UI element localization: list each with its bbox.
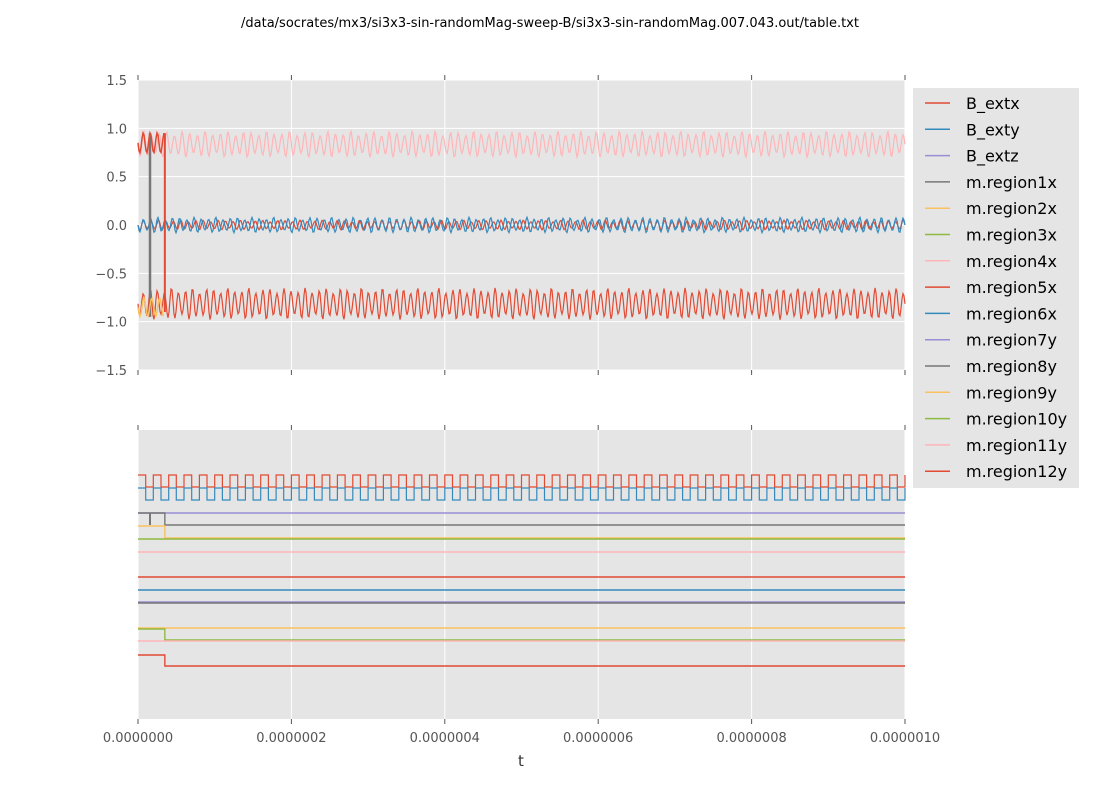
series-line-B_exty <box>138 487 906 501</box>
series-line-m.region4x <box>137 129 906 160</box>
y-tick-label: −1.0 <box>95 316 127 331</box>
series-line-m.region10y <box>138 628 905 641</box>
legend-label: m.region12y <box>966 462 1067 481</box>
x-tick-label: 0.0000006 <box>563 731 633 746</box>
series-line-m.region12y <box>138 654 905 667</box>
legend-label: B_extz <box>966 147 1019 167</box>
series-line-B_exty <box>137 215 906 235</box>
series-line-m.region2x <box>137 296 165 319</box>
legend-label: m.region3x <box>966 226 1057 245</box>
legend-label: m.region5x <box>966 278 1057 297</box>
x-tick-label: 0.0000010 <box>870 731 940 746</box>
legend-label: m.region7y <box>966 331 1057 350</box>
legend-label: m.region8y <box>966 357 1057 376</box>
legend-label: m.region10y <box>966 410 1067 429</box>
top-ticks: 1.5 1.0 0.5 0.0 −0.5 −1.0 −1.5 <box>95 74 906 379</box>
legend-label: B_extx <box>966 94 1020 114</box>
y-tick-label: 0.5 <box>106 171 127 186</box>
x-tick-label: 0.0000000 <box>103 731 173 746</box>
x-tick-label: 0.0000002 <box>256 731 326 746</box>
bottom-axes: 0.0000000 0.0000002 0.0000004 0.0000006 0.00… <box>103 425 940 746</box>
series-line-m.region2x <box>138 525 905 539</box>
x-tick-label: 0.0000008 <box>716 731 786 746</box>
x-axis-label: t <box>518 752 524 770</box>
legend-label: m.region9y <box>966 383 1057 402</box>
y-tick-label: 1.0 <box>106 122 127 137</box>
legend-box <box>913 88 1079 488</box>
legend: B_extx B_exty B_extz m.region1x m.region2x m.… <box>913 88 1079 488</box>
y-tick-label: 0.0 <box>106 219 127 234</box>
legend-items: B_extx B_exty B_extz m.region1x m.region2x m.… <box>925 94 1067 481</box>
y-tick-label: −0.5 <box>95 267 127 282</box>
bottom-data-lines <box>138 474 906 667</box>
series-line-B_extx <box>138 474 906 488</box>
top-data-lines <box>137 129 906 320</box>
bottom-plot-background <box>138 430 905 719</box>
series-line-m.region5x <box>137 130 165 155</box>
legend-label: m.region2x <box>966 199 1057 218</box>
y-tick-label: 1.5 <box>106 74 127 89</box>
legend-label: m.region6x <box>966 304 1057 323</box>
series-line-m.region5x <box>137 287 906 320</box>
bottom-ticks: 0.0000000 0.0000002 0.0000004 0.0000006 0.00… <box>103 425 940 746</box>
series-line-m.region1x <box>138 512 905 526</box>
x-tick-label: 0.0000004 <box>410 731 480 746</box>
legend-label: B_exty <box>966 120 1020 140</box>
chart-title: /data/socrates/mx3/si3x3-sin-randomMag-s… <box>241 16 859 31</box>
legend-label: m.region1x <box>966 173 1057 192</box>
legend-label: m.region4x <box>966 252 1057 271</box>
y-tick-label: −1.5 <box>95 364 127 379</box>
legend-label: m.region11y <box>966 436 1067 455</box>
top-axes: 1.5 1.0 0.5 0.0 −0.5 −1.0 −1.5 <box>95 74 906 379</box>
